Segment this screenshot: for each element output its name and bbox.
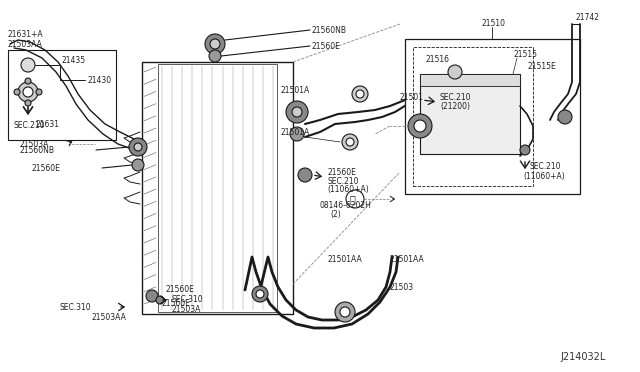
Text: SEC.310: SEC.310 — [172, 295, 204, 305]
Circle shape — [356, 90, 364, 98]
Circle shape — [134, 143, 142, 151]
Text: 21501A: 21501A — [281, 86, 310, 94]
Text: 21560NB: 21560NB — [312, 26, 347, 35]
Text: (11060+A): (11060+A) — [327, 185, 369, 193]
Text: SEC.210: SEC.210 — [529, 161, 561, 170]
Text: (11060+A): (11060+A) — [523, 171, 564, 180]
Circle shape — [132, 159, 144, 171]
Bar — [142, 62, 293, 314]
Text: 21510: 21510 — [482, 19, 506, 28]
Text: 21560NB: 21560NB — [19, 145, 54, 154]
Circle shape — [18, 82, 38, 102]
Circle shape — [558, 110, 572, 124]
Text: 21560E: 21560E — [31, 164, 60, 173]
Circle shape — [286, 101, 308, 123]
Circle shape — [156, 296, 164, 304]
Text: 21516: 21516 — [425, 55, 449, 64]
Circle shape — [342, 134, 358, 150]
Circle shape — [298, 168, 312, 182]
Text: SEC.210: SEC.210 — [14, 121, 45, 129]
Text: 21435: 21435 — [62, 55, 86, 64]
Text: 21503A: 21503A — [20, 140, 49, 148]
Circle shape — [290, 127, 304, 141]
Text: 21501AA: 21501AA — [390, 256, 425, 264]
Bar — [158, 64, 277, 312]
Text: SEC.210: SEC.210 — [440, 93, 472, 102]
Text: 21560E: 21560E — [165, 285, 194, 295]
Circle shape — [408, 114, 432, 138]
Text: 21515: 21515 — [513, 49, 537, 58]
Circle shape — [252, 286, 268, 302]
Text: 21560E: 21560E — [312, 42, 341, 51]
Text: 21430: 21430 — [87, 76, 111, 84]
Text: 21501AA: 21501AA — [328, 256, 362, 264]
Text: 21515E: 21515E — [527, 61, 556, 71]
Text: 21503AA: 21503AA — [91, 312, 126, 321]
Circle shape — [209, 50, 221, 62]
Circle shape — [414, 120, 426, 132]
Circle shape — [25, 100, 31, 106]
Circle shape — [448, 65, 462, 79]
Text: 21503AA: 21503AA — [8, 39, 43, 48]
Bar — [413, 47, 533, 186]
Text: 21501A: 21501A — [281, 128, 310, 137]
Text: Ⓑ: Ⓑ — [350, 194, 356, 204]
Text: 08146-6202H: 08146-6202H — [320, 201, 372, 209]
Bar — [420, 74, 520, 86]
Text: J214032L: J214032L — [560, 352, 605, 362]
Circle shape — [346, 190, 364, 208]
Circle shape — [335, 302, 355, 322]
Text: 21631: 21631 — [35, 119, 59, 128]
Text: 21501: 21501 — [400, 93, 424, 102]
Text: SEC.310: SEC.310 — [60, 302, 92, 311]
Bar — [420, 74, 520, 154]
Bar — [405, 39, 580, 194]
Text: 21631+A: 21631+A — [8, 29, 44, 38]
Circle shape — [146, 290, 158, 302]
Circle shape — [14, 89, 20, 95]
Circle shape — [36, 89, 42, 95]
Circle shape — [340, 307, 350, 317]
Text: (21200): (21200) — [440, 102, 470, 110]
Circle shape — [292, 107, 302, 117]
Circle shape — [205, 34, 225, 54]
Circle shape — [256, 290, 264, 298]
Text: SEC.210: SEC.210 — [327, 176, 358, 186]
Text: 21560E: 21560E — [327, 167, 356, 176]
Text: 21503: 21503 — [390, 282, 414, 292]
Circle shape — [21, 58, 35, 72]
Circle shape — [25, 78, 31, 84]
Text: 21503A: 21503A — [172, 305, 202, 314]
Circle shape — [210, 39, 220, 49]
Text: (2): (2) — [330, 209, 340, 218]
Text: 21560E: 21560E — [162, 299, 191, 308]
Circle shape — [352, 86, 368, 102]
Circle shape — [23, 87, 33, 97]
Text: 21742: 21742 — [575, 13, 599, 22]
Circle shape — [129, 138, 147, 156]
Circle shape — [520, 145, 530, 155]
Circle shape — [346, 138, 354, 146]
Bar — [8, 50, 116, 140]
